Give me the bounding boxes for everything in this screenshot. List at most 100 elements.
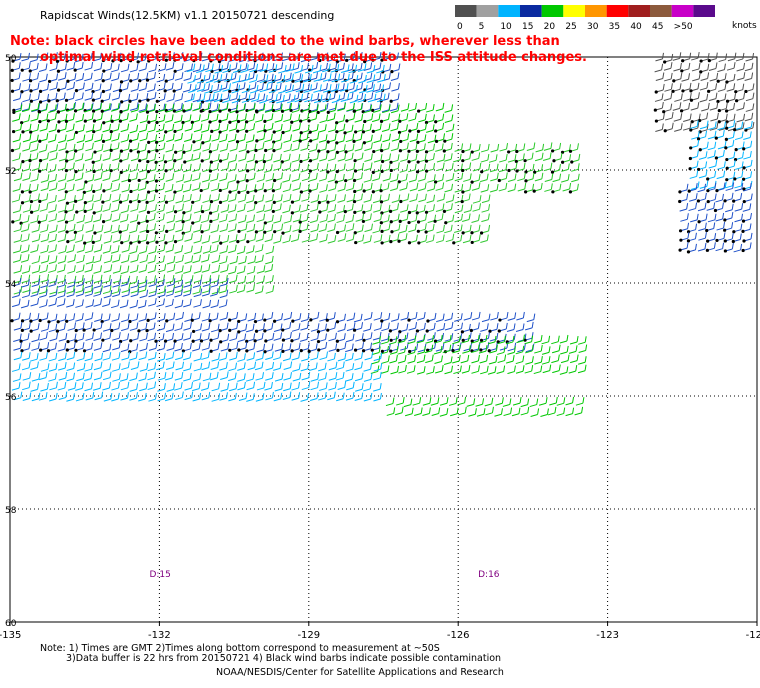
wind-barb bbox=[408, 229, 416, 233]
wind-barb-flag bbox=[741, 131, 744, 138]
wind-barb bbox=[485, 412, 493, 416]
contamination-dot bbox=[699, 70, 703, 74]
wind-barb-flag bbox=[254, 81, 257, 89]
wind-barb bbox=[400, 158, 408, 162]
wind-barb bbox=[488, 159, 497, 163]
wind-barb bbox=[138, 281, 146, 285]
wind-barb-flag bbox=[254, 143, 257, 150]
contamination-dot bbox=[118, 89, 123, 93]
wind-barb-flag bbox=[227, 383, 230, 390]
wind-barb bbox=[103, 109, 111, 113]
wind-barb bbox=[417, 339, 425, 343]
wind-barb-flag bbox=[127, 265, 130, 272]
wind-barb-flag bbox=[37, 113, 40, 120]
wind-barb-flag bbox=[92, 124, 95, 131]
wind-barb-flag bbox=[20, 234, 23, 241]
contamination-dot bbox=[208, 150, 212, 154]
contamination-dot bbox=[416, 129, 421, 133]
wind-barb bbox=[457, 402, 465, 406]
wind-barb-flag bbox=[244, 214, 247, 221]
wind-barb-flag bbox=[28, 103, 31, 110]
wind-barb-flag bbox=[137, 152, 140, 159]
wind-barb bbox=[166, 348, 174, 352]
wind-barb bbox=[205, 69, 213, 73]
contamination-dot bbox=[128, 200, 133, 204]
wind-barb bbox=[210, 329, 219, 333]
wind-barb bbox=[363, 179, 371, 183]
wind-barb-flag bbox=[406, 153, 409, 160]
wind-barb bbox=[13, 347, 21, 351]
wind-barb bbox=[291, 159, 299, 163]
legend-label: 15 bbox=[522, 22, 533, 32]
wind-barb bbox=[348, 70, 356, 74]
wind-barb-flag bbox=[181, 52, 184, 59]
wind-barb-flag bbox=[751, 112, 754, 119]
contamination-dot bbox=[10, 68, 14, 72]
wind-barb bbox=[102, 328, 111, 332]
wind-barb-flag bbox=[505, 182, 508, 190]
wind-barb-flag bbox=[20, 104, 23, 111]
wind-barb-flag bbox=[225, 362, 228, 369]
contamination-dot bbox=[254, 329, 259, 333]
wind-barb-flag bbox=[137, 72, 140, 79]
wind-barb-flag bbox=[154, 332, 157, 339]
wind-barb-flag bbox=[209, 372, 212, 379]
wind-barb-flag bbox=[209, 275, 212, 282]
wind-barb-flag bbox=[82, 193, 85, 200]
wind-barb bbox=[274, 388, 282, 392]
wind-barb-flag bbox=[741, 170, 744, 178]
wind-barb-flag bbox=[217, 332, 220, 339]
contamination-dot bbox=[228, 318, 232, 322]
wind-barb bbox=[436, 240, 444, 244]
wind-barb bbox=[346, 239, 354, 243]
contamination-dot bbox=[92, 119, 97, 123]
contamination-dot bbox=[343, 131, 347, 135]
wind-barb-flag bbox=[271, 255, 274, 262]
wind-barb bbox=[515, 329, 524, 332]
wind-barb-flag bbox=[388, 223, 391, 230]
wind-barb-flag bbox=[117, 381, 120, 389]
wind-barb-flag bbox=[334, 143, 337, 150]
wind-barb bbox=[93, 293, 101, 297]
wind-barb-flag bbox=[723, 63, 726, 70]
wind-barb bbox=[174, 285, 182, 289]
contamination-dot bbox=[388, 329, 392, 333]
wind-barb bbox=[119, 305, 128, 309]
wind-barb bbox=[165, 357, 173, 361]
wind-barb-flag bbox=[236, 114, 239, 121]
wind-barb bbox=[75, 290, 83, 294]
wind-barb-flag bbox=[325, 372, 327, 379]
wind-barb-flag bbox=[225, 352, 228, 359]
wind-barb-flag bbox=[154, 362, 157, 369]
wind-barb-flag bbox=[494, 366, 497, 373]
wind-barb-flag bbox=[401, 406, 404, 413]
wind-barb bbox=[707, 136, 716, 140]
wind-barb-flag bbox=[697, 131, 700, 138]
wind-barb bbox=[192, 285, 201, 288]
wind-barb-flag bbox=[352, 233, 355, 240]
wind-barb-flag bbox=[73, 62, 76, 69]
wind-barb bbox=[318, 178, 327, 182]
wind-barb-flag bbox=[100, 102, 103, 110]
wind-barb-flag bbox=[271, 214, 274, 221]
wind-barb-flag bbox=[371, 81, 374, 89]
wind-barb bbox=[246, 229, 254, 233]
wind-barb bbox=[49, 68, 57, 72]
wind-barb-flag bbox=[519, 397, 522, 404]
wind-barb-flag bbox=[217, 323, 220, 330]
wind-barb-flag bbox=[289, 382, 292, 389]
wind-barb-flag bbox=[337, 83, 340, 90]
wind-barb-flag bbox=[244, 133, 247, 140]
wind-barb-flag bbox=[27, 333, 30, 340]
wind-barb-flag bbox=[226, 277, 229, 285]
wind-barb-flag bbox=[63, 274, 66, 282]
wind-barb bbox=[291, 387, 299, 391]
wind-barb-flag bbox=[100, 361, 103, 368]
wind-barb-flag bbox=[379, 164, 382, 171]
wind-barb-flag bbox=[109, 123, 112, 130]
x-tick-label: -123 bbox=[596, 630, 619, 641]
wind-barb bbox=[21, 229, 29, 233]
wind-barb-flag bbox=[155, 183, 158, 191]
wind-barb-flag bbox=[487, 332, 490, 339]
contamination-dot bbox=[452, 241, 456, 245]
